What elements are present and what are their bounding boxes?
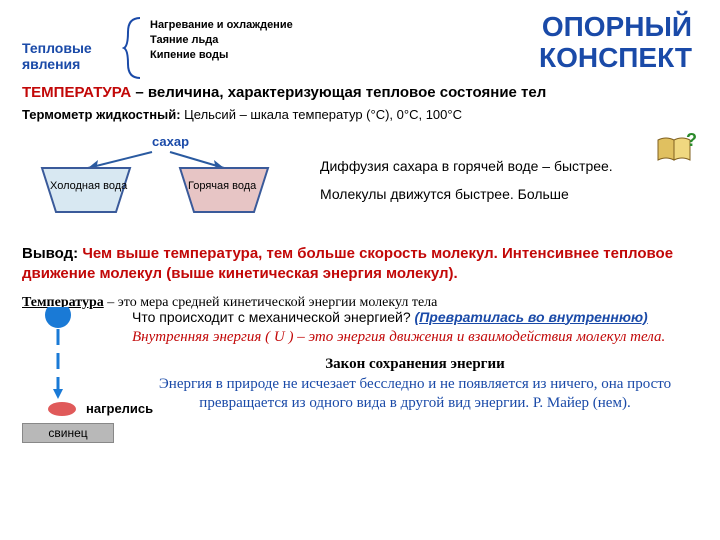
book-question-icon: ? (656, 132, 698, 171)
hot-water-cup: Горячая вода (178, 166, 270, 214)
sub-item: Нагревание и охлаждение (150, 18, 293, 33)
energy-text: Что происходит с механической энергией? … (132, 307, 698, 447)
main-title: ОПОРНЫЙКОНСПЕКТ (293, 12, 698, 74)
diffusion-diagram: сахар Холодная вода Горячая вода Диффузи… (22, 136, 698, 236)
law-text: Энергия в природе не исчезает бесследно … (132, 375, 698, 414)
svg-text:?: ? (686, 132, 697, 150)
header-row: Тепловые явления Нагревание и охлаждение… (22, 12, 698, 82)
heated-label: нагрелись (86, 401, 153, 416)
ball-diagram: нагрелись свинец (22, 307, 132, 447)
sub-item: Кипение воды (150, 48, 293, 63)
thermal-label: Тепловые явления (22, 40, 122, 72)
lead-box: свинец (22, 423, 114, 443)
sub-item: Таяние льда (150, 33, 293, 48)
energy-block: нагрелись свинец Что происходит с механи… (22, 307, 698, 447)
cold-water-cup: Холодная вода (40, 166, 132, 214)
law-title: Закон сохранения энергии (132, 356, 698, 373)
phenomena-list: Нагревание и охлаждение Таяние льда Кипе… (150, 12, 293, 63)
temperature-definition: ТЕМПЕРАТУРА – величина, характеризующая … (22, 84, 698, 101)
brace-icon (122, 12, 150, 82)
internal-energy-def: Внутренняя энергия ( U ) – это энергия д… (132, 329, 698, 346)
mechanical-question: Что происходит с механической энергией? … (132, 309, 698, 325)
conclusion-block: Вывод: Чем выше температура, тем больше … (22, 244, 698, 285)
thermometer-line: Термометр жидкостный: Цельсий – шкала те… (22, 107, 698, 122)
cups-region: сахар Холодная вода Горячая вода (22, 136, 312, 236)
diffusion-text: Диффузия сахара в горячей воде – быстрее… (312, 136, 698, 205)
